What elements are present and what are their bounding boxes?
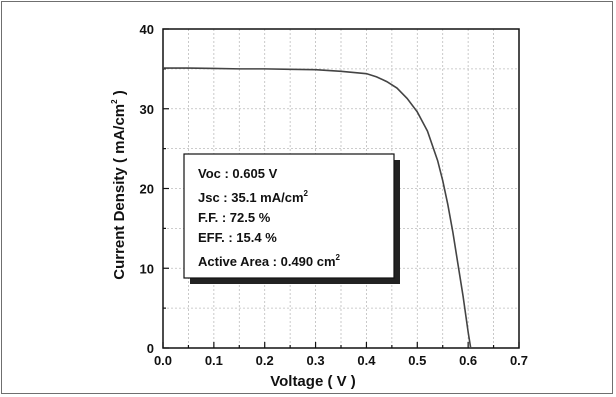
y-tick-label: 30 xyxy=(140,102,154,117)
parameters-box: Voc : 0.605 V Jsc : 35.1 mA/cm2 F.F. : 7… xyxy=(183,153,400,284)
x-tick-label: 0.4 xyxy=(357,353,376,368)
x-tick-label: 0.3 xyxy=(307,353,325,368)
x-tick-label: 0.6 xyxy=(459,353,477,368)
y-tick-label: 10 xyxy=(140,261,154,276)
x-tick-label: 0.5 xyxy=(408,353,426,368)
x-tick-label: 0.2 xyxy=(256,353,274,368)
active-area-label: Active Area : 0.490 cm2 xyxy=(198,253,341,269)
x-tick-label: 0.0 xyxy=(154,353,172,368)
eff-label: EFF. : 15.4 % xyxy=(198,230,277,245)
y-axis-title: Current Density ( mA/cm2 ) xyxy=(110,90,128,280)
x-tick-label: 0.7 xyxy=(510,353,528,368)
y-tick-label: 0 xyxy=(147,341,154,356)
parameters-box-panel xyxy=(183,153,395,279)
x-axis-title: Voltage ( V ) xyxy=(270,373,356,390)
voc-label: Voc : 0.605 V xyxy=(198,166,278,181)
ff-label: F.F. : 72.5 % xyxy=(198,210,271,225)
tick-labels: 0.0 0.1 0.2 0.3 0.4 0.5 0.6 0.7 0 10 20 30 40 xyxy=(140,22,529,368)
y-tick-label: 20 xyxy=(140,182,154,197)
x-tick-label: 0.1 xyxy=(205,353,223,368)
axis-ticks xyxy=(162,28,520,349)
jsc-label: Jsc : 35.1 mA/cm2 xyxy=(198,189,309,205)
y-tick-label: 40 xyxy=(140,22,154,37)
jv-curve-line xyxy=(163,67,472,349)
